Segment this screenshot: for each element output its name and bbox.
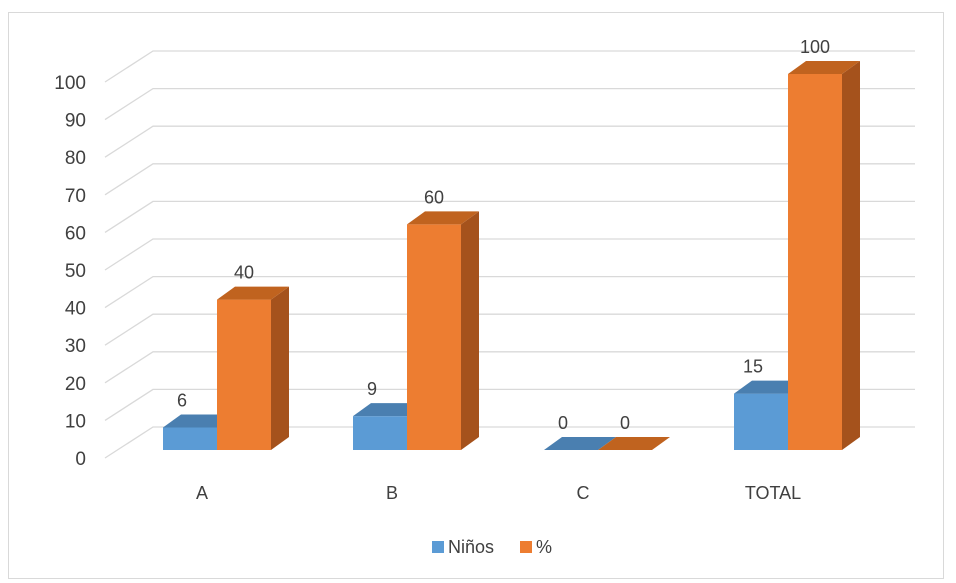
x-category-label: C [577, 483, 590, 503]
bar-percent [217, 286, 289, 450]
y-tick-label: 60 [65, 223, 86, 244]
x-axis-categories: A B C TOTAL [196, 483, 801, 503]
x-category-label: B [386, 483, 398, 503]
legend-swatch [432, 541, 444, 553]
y-tick-label: 40 [65, 299, 86, 320]
bar-top [544, 437, 616, 450]
bar-top [407, 211, 479, 225]
bar-side [842, 61, 860, 450]
bar-percent [788, 61, 860, 450]
gridline [104, 87, 915, 121]
y-tick-label: 20 [65, 374, 86, 395]
gridline [104, 351, 915, 384]
y-tick-label: 0 [75, 449, 86, 470]
data-label: 6 [177, 390, 187, 410]
y-tick-label: 30 [65, 336, 86, 357]
data-label: 0 [620, 413, 630, 433]
bar-top [217, 286, 289, 300]
y-tick-label: 80 [65, 148, 86, 169]
bar-front [788, 74, 842, 450]
data-label: 40 [234, 263, 254, 283]
data-label: 9 [367, 379, 377, 399]
bar-side [461, 211, 479, 450]
gridline [104, 388, 915, 421]
gridlines [104, 50, 915, 459]
gridline [104, 238, 915, 271]
gridline [104, 426, 915, 459]
x-category-label: TOTAL [745, 483, 801, 503]
y-tick-label: 100 [54, 73, 86, 94]
gridline [104, 125, 915, 158]
bar-percent [407, 211, 479, 450]
y-tick-label: 10 [65, 411, 86, 432]
legend-label: Niños [448, 537, 494, 557]
bar-front [217, 299, 271, 450]
gridline [104, 50, 915, 83]
y-tick-label: 50 [65, 261, 86, 282]
bar-front [407, 224, 461, 450]
gridline [104, 200, 915, 233]
gridline [104, 313, 915, 346]
gridline [104, 163, 915, 196]
y-tick-label: 70 [65, 186, 86, 207]
data-label: 100 [800, 37, 830, 57]
data-label: 60 [424, 187, 444, 207]
legend-swatch [520, 541, 532, 553]
gridline [104, 275, 915, 309]
bar-percent [598, 437, 670, 450]
legend-label: % [536, 537, 552, 557]
bar-front [353, 416, 407, 450]
data-label: 15 [743, 357, 763, 377]
bar-top [788, 61, 860, 74]
legend: Niños% [432, 537, 552, 557]
bar-side [271, 286, 289, 450]
y-axis-ticks: 0 10 20 30 40 50 60 70 80 90 100 [54, 73, 86, 470]
data-label: 0 [558, 413, 568, 433]
x-category-label: A [196, 483, 208, 503]
bars [163, 61, 860, 450]
bar-front [163, 427, 217, 450]
y-tick-label: 90 [65, 111, 86, 132]
bar-top [598, 437, 670, 450]
data-labels: 6 40 9 60 0 0 15 100 [177, 37, 830, 433]
bar-ninos [544, 437, 616, 450]
bar-front [734, 393, 788, 450]
